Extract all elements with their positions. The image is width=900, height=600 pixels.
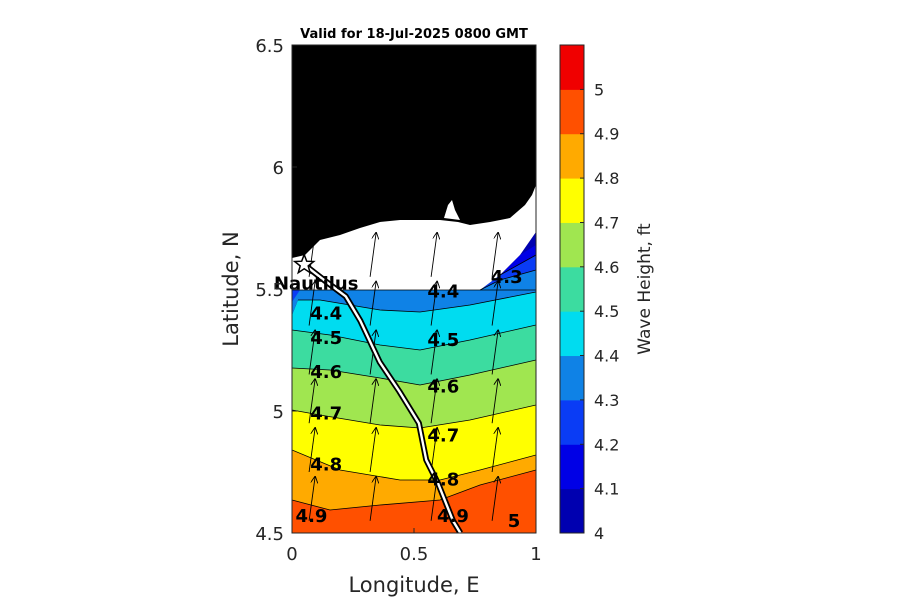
wave-direction-arrow	[430, 282, 437, 326]
contour-label: 4.6	[310, 362, 342, 383]
colorbar-segment	[560, 222, 584, 268]
colorbar-tick-label: 4.7	[594, 214, 619, 233]
colorbar-tick-label: 4.5	[594, 302, 619, 321]
contour-label: 4.8	[310, 455, 342, 476]
y-tick-label: 5	[273, 402, 284, 423]
colorbar	[560, 45, 584, 534]
wave-direction-arrows	[308, 233, 498, 521]
contour-label: 4.7	[427, 425, 459, 446]
contour-line	[292, 404, 536, 429]
x-tick-label: 1	[530, 544, 541, 565]
track-line	[302, 262, 463, 533]
colorbar-segment	[560, 266, 584, 312]
tick-marks	[291, 44, 537, 534]
wave-direction-arrow	[430, 428, 437, 473]
wave-direction-arrow	[369, 428, 376, 473]
coastal-inlet	[444, 200, 460, 220]
contour-label: 4.4	[310, 303, 342, 324]
wave-direction-arrow	[369, 233, 376, 277]
band-4-7-4-8	[292, 405, 536, 480]
wave-direction-arrow	[491, 379, 498, 424]
wave-direction-arrow	[308, 330, 315, 375]
colorbar-segment	[560, 355, 584, 401]
colorbar-tick-label: 4.6	[594, 258, 619, 277]
colorbar-segment	[560, 133, 584, 179]
wave-direction-arrow	[430, 330, 437, 375]
contour-label: 4.4	[427, 281, 459, 302]
wave-direction-arrow	[308, 379, 315, 424]
colorbar-segment	[560, 311, 584, 357]
star-icon	[292, 252, 316, 275]
colorbar-tick-label: 4.9	[594, 125, 619, 144]
contour-line	[292, 469, 536, 511]
colorbar-segment	[560, 89, 584, 135]
contour-line	[292, 324, 536, 351]
wave-direction-arrow	[308, 477, 315, 521]
band-4-6-4-7	[292, 360, 536, 428]
band-4-2-4-3	[292, 290, 300, 302]
y-tick-label: 6.5	[255, 36, 284, 57]
x-tick-label: 0	[286, 544, 297, 565]
map-title: Valid for 18-Jul-2025 0800 GMT	[300, 27, 528, 42]
colorbar-label: Wave Height, ft	[635, 223, 655, 355]
colorbar-tick-label: 4.4	[594, 347, 619, 366]
wave-direction-arrow	[369, 379, 376, 424]
colorbar-frame	[559, 44, 585, 534]
colorbar-segment	[560, 399, 584, 445]
band-4-1-4-2-east	[500, 232, 536, 275]
y-axis-label: Latitude, N	[219, 231, 243, 347]
contour-line	[292, 449, 536, 481]
colorbar-tick-label: 4.3	[594, 391, 619, 410]
wave-direction-arrow	[491, 282, 498, 326]
contour-label: 4.6	[427, 377, 459, 398]
colorbar-tick-label: 4.1	[594, 480, 619, 499]
plot-area	[292, 45, 536, 533]
contour-label: 5	[508, 511, 521, 532]
wave-direction-arrow	[491, 330, 498, 375]
band-4-9-5-0	[292, 470, 536, 533]
x-axis-label: Longitude, E	[348, 573, 479, 597]
wave-direction-arrow	[430, 233, 437, 277]
wave-direction-arrow	[491, 477, 498, 521]
coastal-mask	[292, 185, 536, 290]
colorbar-tick-label: 4.8	[594, 169, 619, 188]
contour-label: 4.5	[427, 330, 459, 351]
colorbar-tick-label: 4	[594, 524, 604, 543]
wave-direction-arrow	[308, 428, 315, 473]
y-tick-label: 5.5	[255, 280, 284, 301]
contour-label: 4.9	[296, 506, 328, 527]
wave-direction-arrow	[369, 477, 376, 521]
y-tick-label: 6	[273, 158, 284, 179]
colorbar-segment	[560, 178, 584, 223]
contour-label: 4.5	[310, 328, 342, 349]
contour-line	[298, 291, 536, 313]
contour-label: 4.3	[491, 267, 523, 288]
colorbar-tick-label: 5	[594, 80, 604, 99]
wave-direction-arrow	[491, 233, 498, 277]
colorbar-segment	[560, 45, 584, 90]
contour-labels: 4.3 4.4 4.4 4.5 4.5 4.6 4.6 4.7 4.7 4.8 4.8 4.9 4.9 5	[296, 267, 523, 532]
wave-direction-arrow	[430, 379, 437, 424]
wave-direction-arrow	[369, 282, 376, 326]
x-tick-label: 0.5	[400, 544, 429, 565]
colorbar-segment	[560, 488, 584, 534]
contour-line	[292, 359, 536, 386]
contour-label: 4.8	[427, 469, 459, 490]
y-tick-label: 4.5	[255, 524, 284, 545]
colorbar-segment	[560, 444, 584, 490]
station-label: Nautilus	[274, 274, 359, 295]
contour-label: 4.7	[310, 403, 342, 424]
wave-direction-arrow	[491, 428, 498, 473]
contour-line	[499, 254, 536, 276]
colorbar-ticks: 4 4.1 4.2 4.3 4.4 4.5 4.6 4.7 4.8 4.9 5	[580, 80, 619, 543]
colorbar-tick-label: 4.2	[594, 435, 619, 454]
wave-direction-arrow	[308, 282, 315, 326]
contour-label: 4.9	[437, 506, 469, 527]
contour-line	[479, 269, 536, 291]
